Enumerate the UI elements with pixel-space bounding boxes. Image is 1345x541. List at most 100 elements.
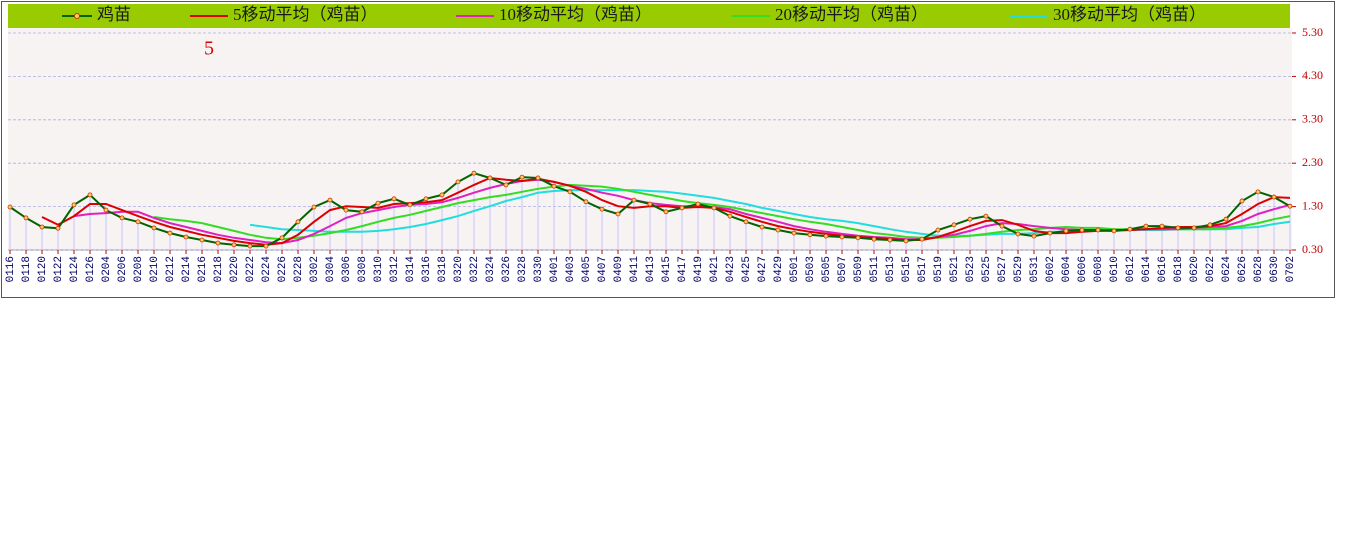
x-tick-label: 0620 [1189, 256, 1201, 282]
legend-label: 30移动平均（鸡苗） [1053, 5, 1206, 24]
point [71, 202, 77, 208]
point [23, 215, 29, 221]
point [999, 223, 1005, 229]
point [775, 227, 781, 233]
point [535, 175, 541, 181]
x-tick-label: 0330 [533, 256, 545, 282]
point [1063, 228, 1069, 234]
x-tick-label: 0124 [69, 256, 81, 283]
x-tick-label: 0515 [901, 256, 913, 282]
x-tick-label: 0218 [213, 256, 225, 282]
point [1255, 189, 1261, 195]
point [663, 209, 669, 215]
point [231, 242, 237, 248]
point [151, 225, 157, 231]
point [631, 197, 637, 203]
x-tick-label: 0525 [981, 256, 993, 282]
x-tick-label: 0421 [709, 256, 721, 283]
x-tick-label: 0328 [517, 256, 529, 282]
point [455, 179, 461, 185]
x-tick-label: 0429 [773, 256, 785, 282]
x-tick-label: 0326 [501, 256, 513, 282]
x-tick-label: 0116 [5, 256, 17, 282]
point [823, 233, 829, 239]
point [439, 192, 445, 198]
x-tick-label: 0531 [1029, 256, 1041, 283]
point [279, 235, 285, 241]
point [423, 196, 429, 202]
x-tick-label: 0529 [1013, 256, 1025, 282]
x-tick-label: 0419 [693, 256, 705, 282]
x-tick-label: 0628 [1253, 256, 1265, 282]
x-tick-label: 0322 [469, 256, 481, 282]
point [519, 174, 525, 180]
point [1031, 233, 1037, 239]
point [311, 204, 317, 210]
point [983, 213, 989, 219]
x-tick-label: 0612 [1125, 256, 1137, 282]
series-line [153, 183, 1291, 241]
y-tick-label: 3.30 [1302, 112, 1323, 126]
point [615, 211, 621, 217]
point [583, 199, 589, 205]
point [135, 219, 141, 225]
x-tick-label: 0630 [1269, 256, 1281, 282]
x-tick-label: 0513 [885, 256, 897, 282]
point [1175, 225, 1181, 231]
point [391, 196, 397, 202]
point [295, 219, 301, 225]
x-tick-label: 0302 [309, 256, 321, 282]
point [1015, 231, 1021, 237]
annotation: 5 [204, 38, 214, 60]
x-tick-label: 0214 [181, 256, 193, 283]
legend-marker [74, 13, 80, 19]
point [1079, 227, 1085, 233]
point [247, 243, 253, 249]
point [1111, 228, 1117, 234]
x-tick-label: 0527 [997, 256, 1009, 282]
x-tick-label: 0314 [405, 256, 417, 283]
point [1223, 216, 1229, 222]
x-tick-label: 0403 [565, 256, 577, 282]
point [39, 224, 45, 230]
point [743, 219, 749, 225]
x-tick-label: 0610 [1109, 256, 1121, 282]
point [263, 243, 269, 249]
x-tick-label: 0204 [101, 256, 113, 283]
x-tick-label: 0216 [197, 256, 209, 282]
point [1047, 230, 1053, 236]
x-tick-label: 0614 [1141, 256, 1153, 283]
x-tick-label: 0222 [245, 256, 257, 282]
x-tick-label: 0517 [917, 256, 929, 282]
point [1239, 198, 1245, 204]
x-tick-label: 0626 [1237, 256, 1249, 282]
x-tick-label: 0602 [1045, 256, 1057, 282]
point [551, 183, 557, 189]
point [599, 206, 605, 212]
x-tick-label: 0521 [949, 256, 961, 283]
x-tick-label: 0401 [549, 256, 561, 283]
x-tick-label: 0407 [597, 256, 609, 282]
point [199, 237, 205, 243]
point [679, 205, 685, 211]
x-tick-label: 0505 [821, 256, 833, 282]
x-tick-label: 0306 [341, 256, 353, 282]
point [1095, 227, 1101, 233]
x-tick-label: 0226 [277, 256, 289, 282]
point [903, 238, 909, 244]
point [359, 209, 365, 215]
y-tick-label: 2.30 [1302, 155, 1323, 169]
x-tick-label: 0206 [117, 256, 129, 282]
x-tick-label: 0511 [869, 256, 881, 283]
point [167, 230, 173, 236]
x-tick-label: 0208 [133, 256, 145, 282]
y-tick-label: 4.30 [1302, 68, 1323, 82]
x-tick-label: 0501 [789, 256, 801, 283]
x-tick-label: 0316 [421, 256, 433, 282]
x-tick-label: 0618 [1173, 256, 1185, 282]
point [7, 204, 13, 210]
x-tick-label: 0616 [1157, 256, 1169, 282]
point [711, 205, 717, 211]
